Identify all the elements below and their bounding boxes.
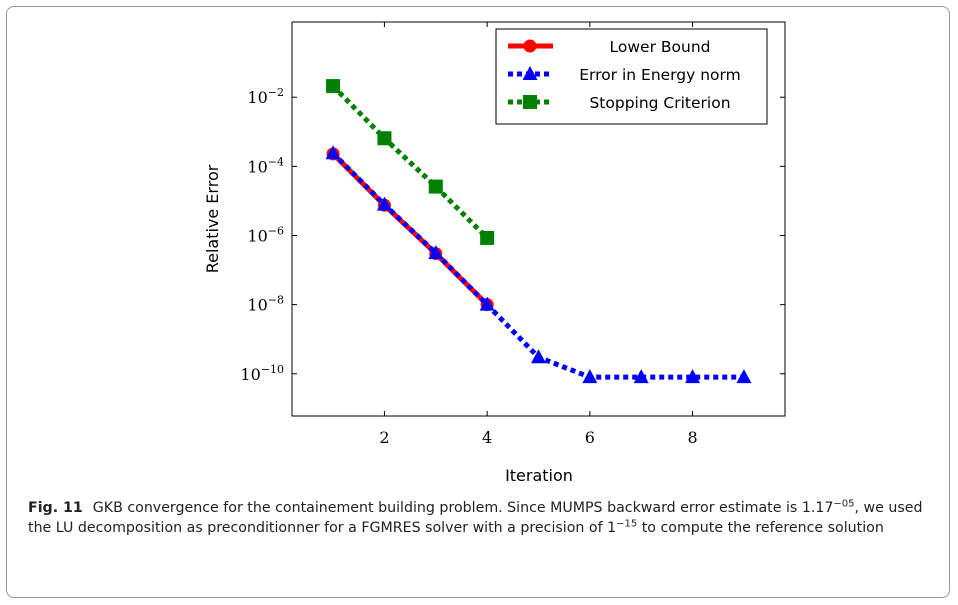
x-tick-label: 2 — [379, 428, 389, 447]
caption-label: Fig. 11 — [28, 500, 83, 516]
y-axis-label: Relative Error — [203, 164, 222, 273]
legend-swatch-triangle — [522, 66, 538, 80]
data-point-square — [377, 131, 392, 146]
data-point-square — [480, 230, 495, 245]
caption-superscript-b: −15 — [616, 518, 638, 530]
caption-text-a: GKB convergence for the containement bui… — [92, 500, 834, 516]
legend-label: Error in Energy norm — [579, 66, 740, 84]
y-tick-label: 10−2 — [247, 86, 284, 107]
legend: Lower Bound Error in Energy norm Stopping … — [495, 28, 768, 125]
legend-swatch-square — [523, 95, 537, 109]
caption-text-c: to compute the reference solution — [637, 520, 884, 536]
y-axis-ticks: 10−10 10−8 10−6 10−4 10−2 — [240, 86, 785, 384]
data-point-triangle — [736, 369, 752, 384]
data-point-triangle — [633, 369, 649, 384]
data-point-square — [326, 79, 341, 94]
y-tick-label: 10−10 — [240, 363, 284, 384]
data-point-triangle — [325, 145, 341, 160]
x-axis-label: Iteration — [505, 466, 573, 485]
caption-text-b: , we used the LU decomposition as precon… — [28, 500, 923, 536]
data-point-triangle — [582, 369, 598, 384]
x-tick-label: 4 — [482, 428, 492, 447]
x-axis-ticks: 2 4 6 8 — [379, 22, 698, 447]
data-point-triangle — [479, 296, 495, 311]
plot-area — [291, 21, 786, 417]
data-point-triangle — [685, 369, 701, 384]
figure-frame — [6, 6, 950, 598]
data-point-triangle — [376, 196, 392, 211]
data-point-square — [428, 179, 443, 194]
figure-caption: Fig. 11 GKB convergence for the containem… — [28, 498, 938, 538]
x-tick-label: 8 — [687, 428, 697, 447]
legend-label: Stopping Criterion — [589, 94, 730, 112]
series-layer — [325, 79, 752, 384]
series-line-square — [331, 84, 489, 240]
data-point-triangle — [531, 349, 546, 364]
x-tick-label: 6 — [585, 428, 595, 447]
caption-superscript-a: −05 — [833, 498, 855, 510]
series-line-triangle — [331, 151, 744, 380]
legend-swatch-circle — [523, 39, 537, 53]
legend-label: Lower Bound — [610, 38, 711, 56]
convergence-chart: 2 4 6 8 10−10 10−8 10−6 10−4 10−2 Iteration Rel… — [203, 21, 786, 485]
y-tick-label: 10−8 — [247, 294, 284, 315]
data-point-triangle — [428, 245, 444, 260]
y-tick-label: 10−4 — [247, 155, 284, 176]
y-tick-label: 10−6 — [247, 224, 284, 245]
